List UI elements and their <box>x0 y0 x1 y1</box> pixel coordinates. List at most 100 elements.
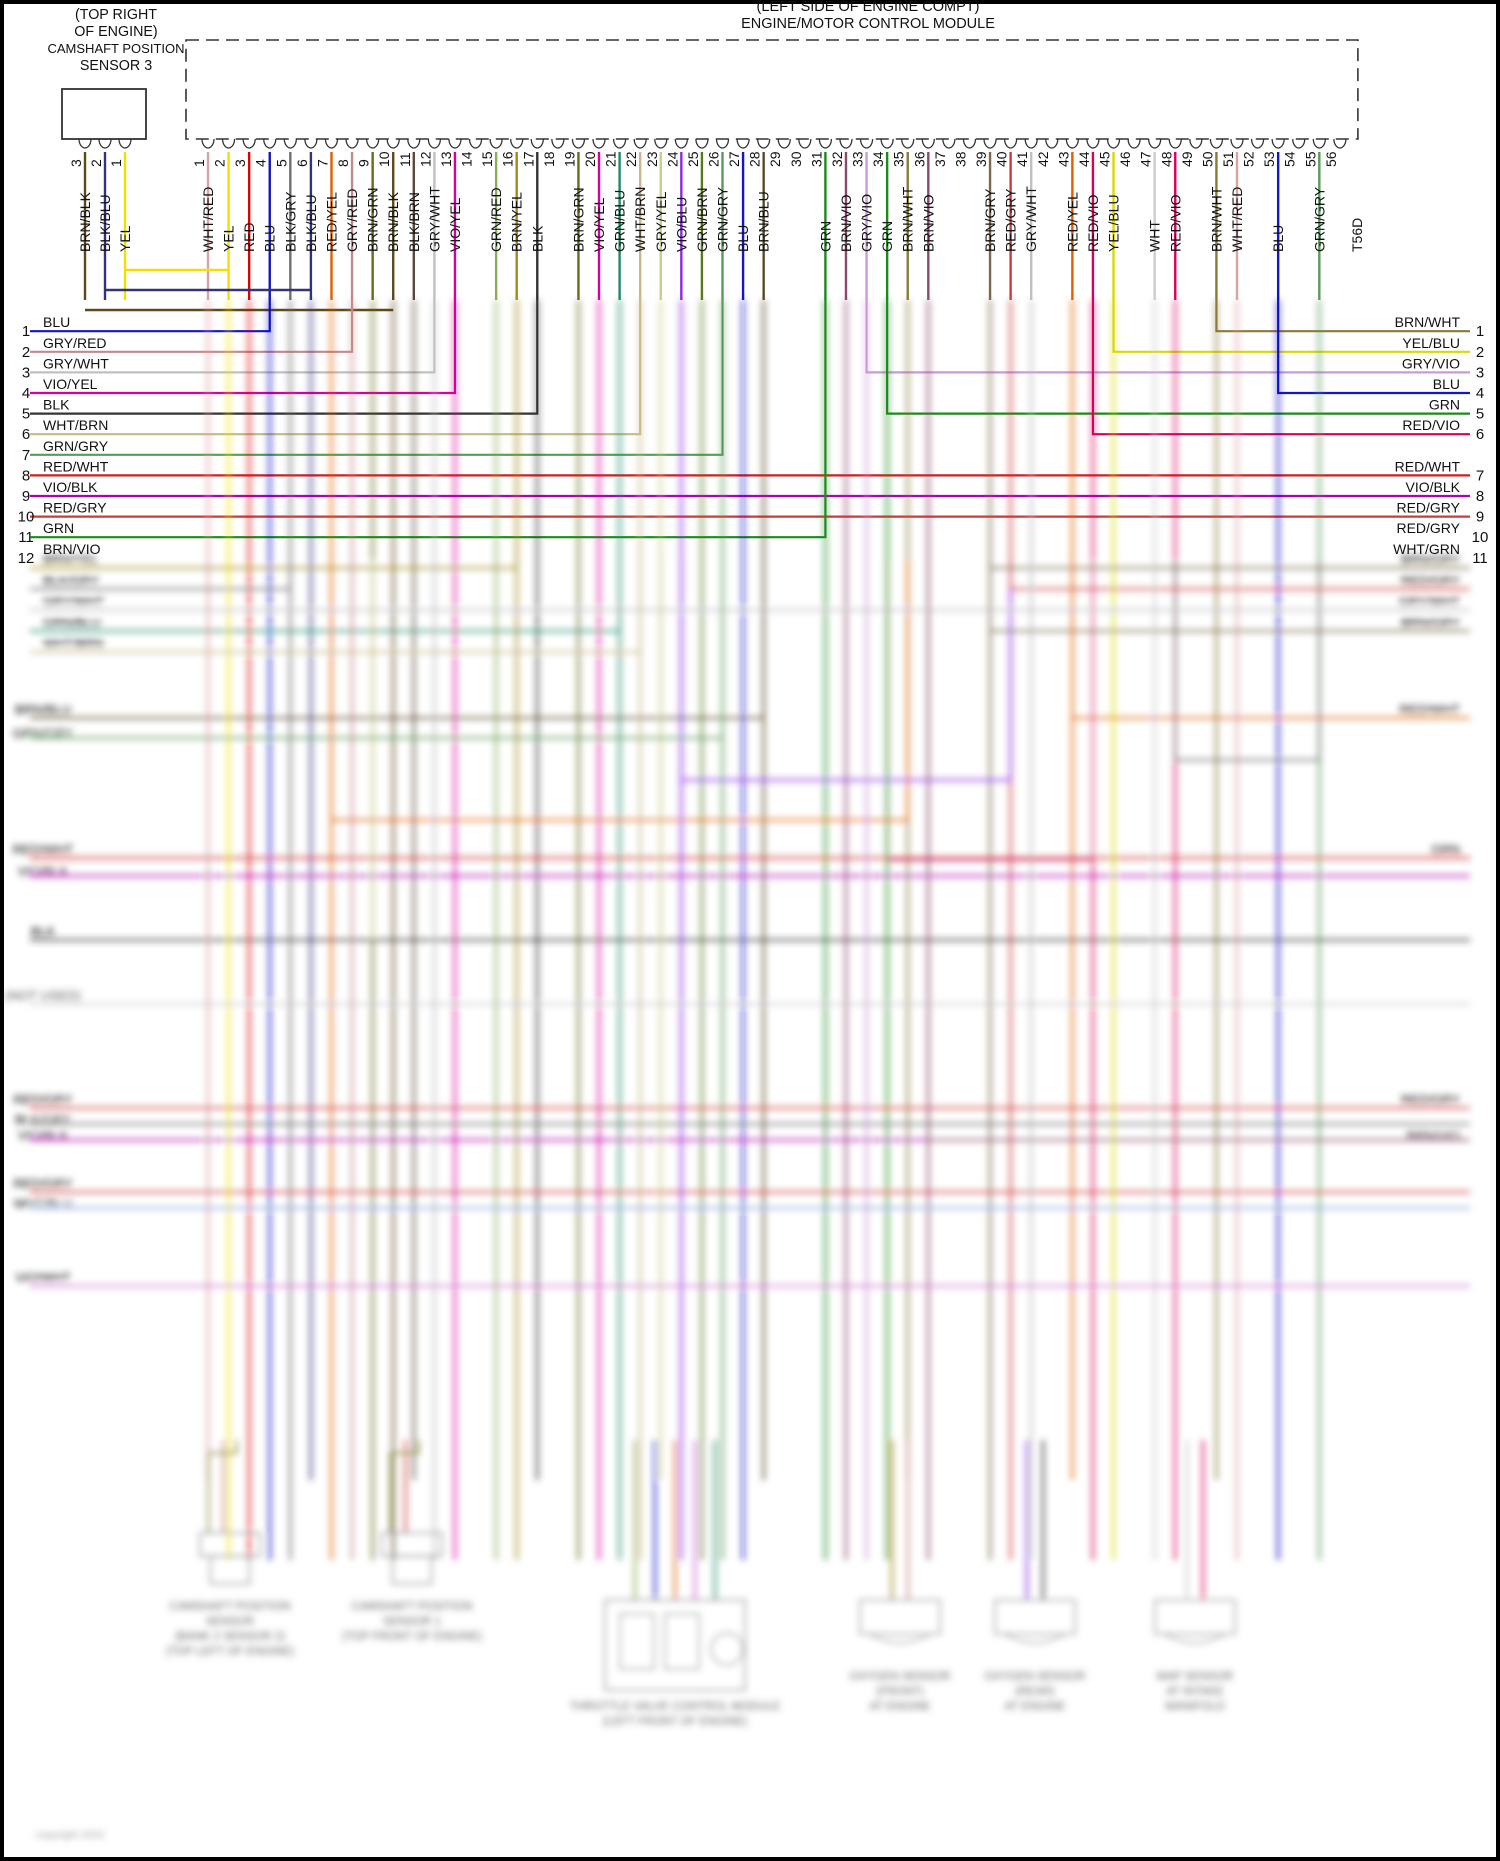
svg-text:GRN/GRY: GRN/GRY <box>43 438 109 454</box>
svg-text:OXYGEN SENSOR: OXYGEN SENSOR <box>850 1671 951 1683</box>
svg-text:11: 11 <box>397 152 413 167</box>
svg-text:GRN/BLU: GRN/BLU <box>612 190 628 252</box>
svg-text:BLK/BLU: BLK/BLU <box>303 194 319 252</box>
svg-text:18: 18 <box>541 151 557 167</box>
svg-text:28: 28 <box>747 151 763 167</box>
svg-text:WHT/RED: WHT/RED <box>200 187 216 252</box>
svg-text:9: 9 <box>1476 509 1484 526</box>
svg-text:WHT/BRN: WHT/BRN <box>43 417 108 433</box>
svg-text:copyright 2022: copyright 2022 <box>36 1829 105 1841</box>
svg-text:6: 6 <box>22 426 30 443</box>
svg-text:26: 26 <box>706 151 722 167</box>
svg-text:RED/WHT: RED/WHT <box>1399 702 1460 717</box>
svg-text:BLK: BLK <box>529 225 545 252</box>
svg-text:BRN/GRY: BRN/GRY <box>1401 552 1460 567</box>
svg-text:8: 8 <box>335 159 351 167</box>
svg-text:RED/GRY: RED/GRY <box>1396 500 1460 516</box>
svg-text:37: 37 <box>932 151 948 167</box>
svg-text:39: 39 <box>973 151 989 167</box>
svg-text:VIO/BLU: VIO/BLU <box>673 197 689 252</box>
svg-text:RED/WHT: RED/WHT <box>13 842 74 857</box>
svg-text:CAMSHAFT POSITION: CAMSHAFT POSITION <box>351 1601 472 1613</box>
svg-text:GRY/VIO: GRY/VIO <box>859 194 875 252</box>
svg-text:BRN/GRN: BRN/GRN <box>570 187 586 252</box>
svg-text:40: 40 <box>994 151 1010 167</box>
svg-text:YEL/BLU: YEL/BLU <box>1106 194 1122 252</box>
svg-text:BLU: BLU <box>735 225 751 252</box>
svg-text:(TOP RIGHT: (TOP RIGHT <box>75 7 157 23</box>
svg-text:VIO/BLK: VIO/BLK <box>43 479 98 495</box>
svg-text:GRY/WHT: GRY/WHT <box>426 186 442 252</box>
svg-text:BRN/BLU: BRN/BLU <box>15 702 71 717</box>
svg-text:46: 46 <box>1117 151 1133 167</box>
svg-text:GRN: GRN <box>1429 397 1460 413</box>
svg-text:50: 50 <box>1199 151 1215 167</box>
svg-text:WHT/BRN: WHT/BRN <box>43 636 104 651</box>
svg-text:5: 5 <box>1476 406 1484 423</box>
svg-text:4: 4 <box>253 159 269 167</box>
svg-text:GRY/RED: GRY/RED <box>344 188 360 252</box>
svg-text:RED/WHT: RED/WHT <box>43 458 109 474</box>
svg-text:BRN/VIO: BRN/VIO <box>920 194 936 252</box>
svg-text:GRN/BLU: GRN/BLU <box>43 615 101 630</box>
svg-text:(REAR): (REAR) <box>1015 1686 1055 1698</box>
svg-text:SENSOR: SENSOR <box>206 1616 255 1628</box>
svg-text:BRN/YEL: BRN/YEL <box>43 552 99 567</box>
svg-text:RED/YEL: RED/YEL <box>1064 192 1080 252</box>
svg-text:12: 12 <box>417 151 433 167</box>
svg-text:5: 5 <box>273 159 289 167</box>
svg-text:GRY/VIO: GRY/VIO <box>1402 355 1460 371</box>
svg-text:CAMSHAFT POSITION: CAMSHAFT POSITION <box>48 41 185 56</box>
svg-text:55: 55 <box>1302 151 1318 167</box>
svg-text:52: 52 <box>1241 151 1257 167</box>
svg-text:10: 10 <box>1472 529 1489 546</box>
svg-text:(TOP LEFT OF ENGINE): (TOP LEFT OF ENGINE) <box>166 1646 295 1658</box>
svg-text:WHT: WHT <box>1147 220 1163 252</box>
svg-text:GRN/GRY: GRN/GRY <box>715 186 731 252</box>
svg-text:OF ENGINE): OF ENGINE) <box>74 24 157 40</box>
svg-text:RED/GRY: RED/GRY <box>1003 188 1019 252</box>
svg-text:35: 35 <box>891 151 907 167</box>
svg-text:AT ENGINE: AT ENGINE <box>870 1701 931 1713</box>
svg-text:AT INTAKE: AT INTAKE <box>1166 1686 1224 1698</box>
svg-text:43: 43 <box>1055 151 1071 167</box>
svg-text:BLU: BLU <box>43 314 70 330</box>
svg-text:15: 15 <box>479 151 495 167</box>
svg-text:RED/GRY: RED/GRY <box>1401 573 1460 588</box>
svg-text:4: 4 <box>1476 385 1484 402</box>
svg-text:AT ENGINE: AT ENGINE <box>1005 1701 1066 1713</box>
svg-text:38: 38 <box>952 151 968 167</box>
svg-text:BRN/WHT: BRN/WHT <box>1208 186 1224 252</box>
svg-text:GRN: GRN <box>817 221 833 252</box>
svg-text:BLK/BRN: BLK/BRN <box>406 192 422 252</box>
svg-text:RED/VIO: RED/VIO <box>1167 194 1183 252</box>
svg-text:RED: RED <box>241 222 257 252</box>
svg-text:BRN/GRN: BRN/GRN <box>365 187 381 252</box>
svg-text:VIO/BLK: VIO/BLK <box>1406 479 1461 495</box>
svg-text:33: 33 <box>850 151 866 167</box>
svg-text:8: 8 <box>22 467 30 484</box>
svg-text:(BANK 2 SENSOR 2): (BANK 2 SENSOR 2) <box>175 1631 285 1643</box>
svg-text:BRN/BLK: BRN/BLK <box>385 191 401 252</box>
svg-text:9: 9 <box>356 159 372 167</box>
svg-text:MANIFOLD: MANIFOLD <box>1165 1701 1224 1713</box>
svg-text:7: 7 <box>1476 467 1484 484</box>
svg-text:(NOT USED): (NOT USED) <box>5 988 81 1003</box>
svg-text:BRN/BLU: BRN/BLU <box>756 191 772 252</box>
svg-text:44: 44 <box>1076 151 1092 167</box>
svg-text:BRN/BLK: BRN/BLK <box>77 191 93 252</box>
svg-text:54: 54 <box>1282 151 1298 167</box>
svg-text:36: 36 <box>911 151 927 167</box>
svg-text:2: 2 <box>22 344 30 361</box>
svg-text:BRN/GRY: BRN/GRY <box>1401 615 1460 630</box>
svg-text:1: 1 <box>191 159 207 167</box>
svg-text:1: 1 <box>1476 323 1484 340</box>
svg-text:RED/GRY: RED/GRY <box>1396 520 1460 536</box>
svg-text:6: 6 <box>294 159 310 167</box>
svg-text:YEL: YEL <box>117 225 133 252</box>
svg-text:BRN/WHT: BRN/WHT <box>1395 314 1461 330</box>
svg-text:29: 29 <box>767 151 783 167</box>
svg-text:VIO/YEL: VIO/YEL <box>591 197 607 252</box>
svg-text:14: 14 <box>459 151 475 167</box>
svg-text:11: 11 <box>1472 550 1488 567</box>
